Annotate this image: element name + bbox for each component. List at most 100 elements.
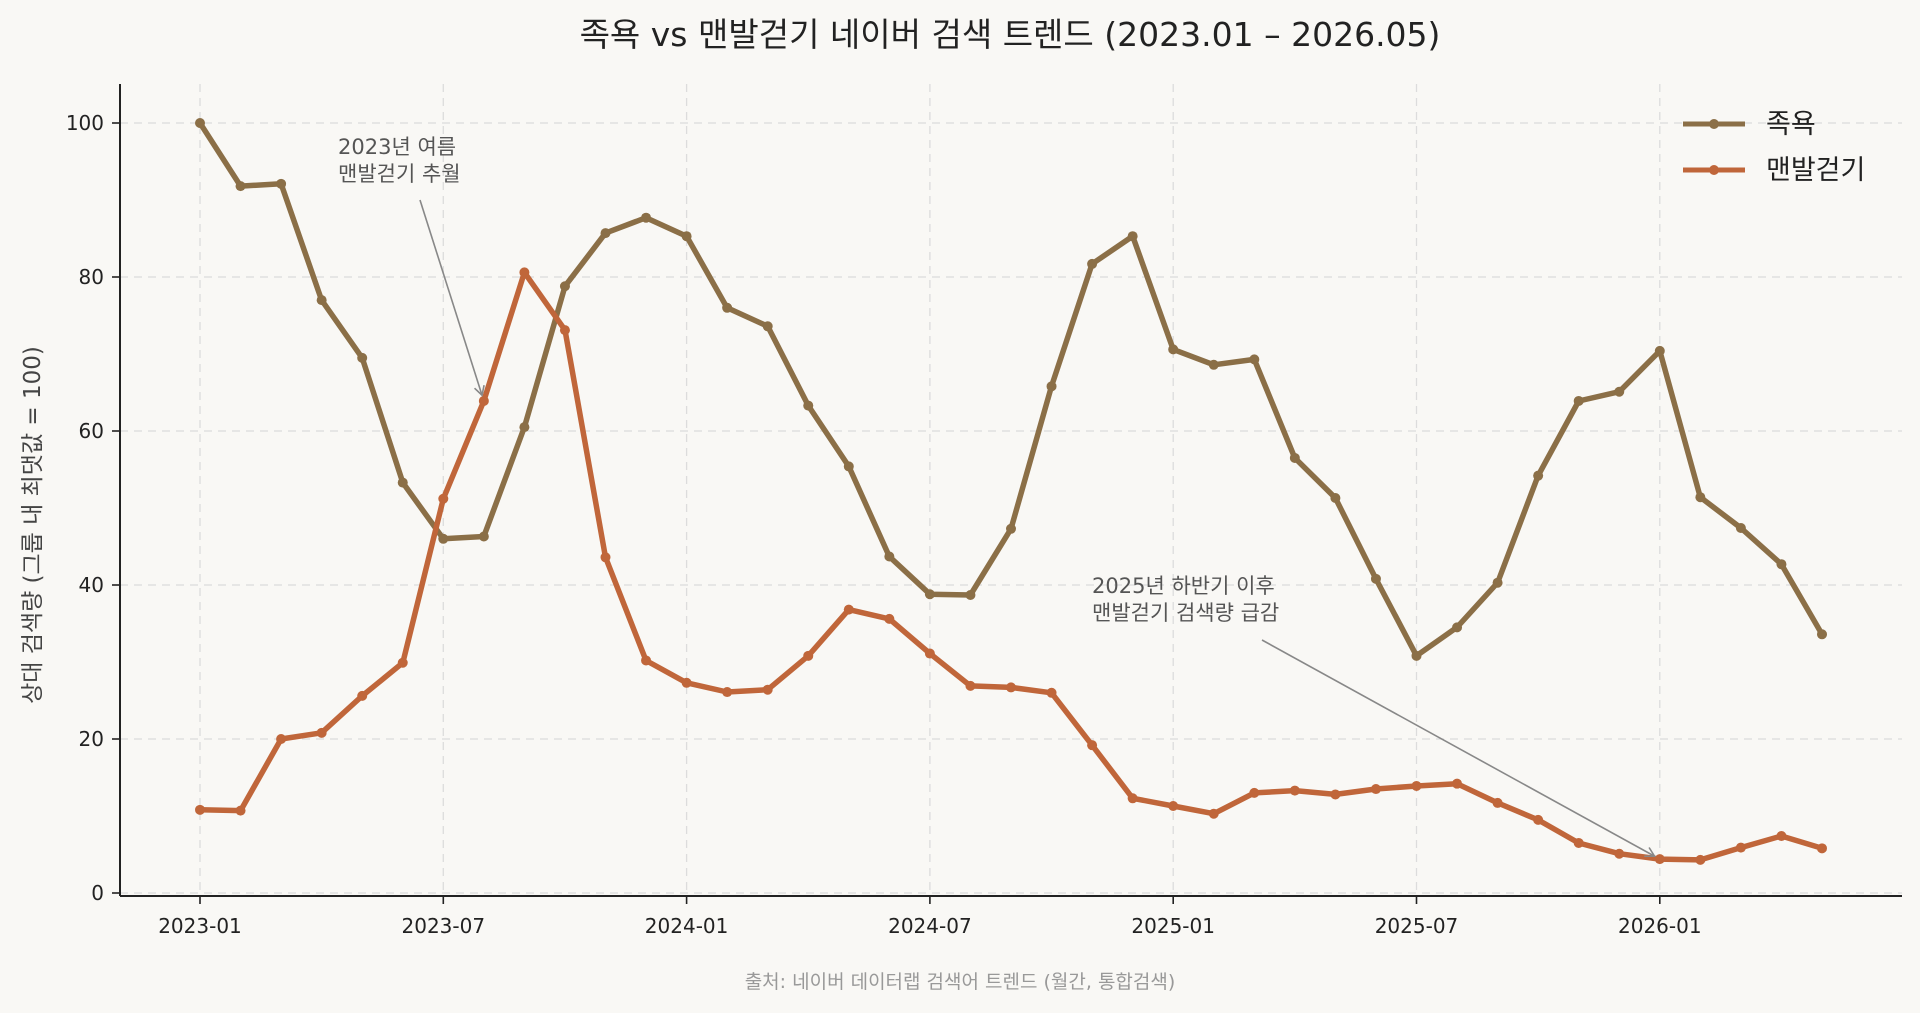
data-point-1-39 [1776, 831, 1787, 842]
data-point-0-34 [1573, 395, 1584, 406]
annotation-0-line-0: 2023년 여름 [338, 135, 456, 159]
data-point-1-40 [1817, 843, 1827, 854]
legend-marker-0 [1709, 119, 1719, 129]
data-point-1-25 [1208, 808, 1219, 819]
data-point-0-30 [1411, 650, 1422, 661]
data-point-1-18 [924, 648, 935, 659]
x-tick-label-5: 2025-07 [1375, 914, 1459, 938]
data-point-0-20 [1006, 523, 1016, 534]
data-point-1-23 [1127, 793, 1138, 804]
legend-item-0: 족욕 [1683, 109, 1816, 140]
data-point-1-10 [600, 552, 611, 563]
data-point-0-4 [357, 352, 368, 363]
data-point-0-25 [1208, 359, 1219, 370]
data-point-0-39 [1776, 559, 1787, 570]
data-point-1-20 [1006, 682, 1016, 693]
y-axis-label: 상대 검색량 (그룹 내 최댓값 = 100) [20, 346, 46, 704]
data-point-0-9 [559, 281, 570, 292]
data-point-0-1 [235, 181, 246, 192]
data-point-0-32 [1492, 577, 1503, 588]
data-point-1-32 [1492, 797, 1503, 808]
y-tick-label-2: 40 [79, 573, 104, 597]
data-point-1-2 [276, 734, 287, 744]
data-point-0-27 [1289, 452, 1300, 463]
annotation-1-line-1: 맨발걷기 검색량 급감 [1092, 601, 1279, 625]
legend-item-1: 맨발걷기 [1683, 155, 1865, 186]
data-point-1-7 [478, 395, 489, 406]
data-point-1-28 [1330, 789, 1341, 800]
data-point-1-15 [803, 650, 814, 661]
data-point-0-3 [316, 295, 327, 306]
legend-marker-1 [1709, 165, 1719, 175]
data-point-0-28 [1330, 492, 1341, 503]
source-note: 출처: 네이버 데이터랩 검색어 트렌드 (월간, 통합검색) [745, 971, 1176, 993]
data-point-0-16 [843, 461, 854, 472]
y-tick-label-0: 0 [91, 881, 104, 905]
data-point-1-4 [357, 690, 368, 701]
grid-lines [120, 84, 1902, 896]
data-point-0-8 [519, 422, 530, 433]
data-point-1-19 [965, 680, 976, 691]
series-layer [195, 118, 1827, 865]
data-point-0-14 [762, 321, 773, 332]
data-point-0-11 [641, 212, 652, 223]
data-point-0-17 [884, 551, 895, 562]
data-point-0-5 [397, 477, 408, 488]
data-point-0-6 [438, 533, 449, 544]
series-1 [195, 267, 1827, 865]
legend-label-1: 맨발걷기 [1766, 155, 1865, 186]
annotation-arrow-0 [419, 199, 485, 397]
chart-title: 족욕 vs 맨발걷기 네이버 검색 트렌드 (2023.01 – 2026.05… [580, 15, 1441, 54]
y-tick-label-1: 20 [79, 727, 104, 751]
data-point-1-35 [1614, 848, 1625, 859]
data-point-1-33 [1533, 814, 1544, 825]
data-point-1-22 [1087, 740, 1098, 751]
data-point-0-31 [1452, 622, 1463, 633]
data-point-1-14 [762, 684, 773, 695]
data-point-1-3 [316, 727, 327, 738]
data-point-0-24 [1168, 344, 1179, 355]
data-point-0-37 [1695, 492, 1706, 503]
y-tick-label-5: 100 [66, 111, 104, 135]
data-point-0-26 [1249, 354, 1260, 365]
data-point-1-11 [641, 655, 652, 666]
y-tick-label-3: 60 [79, 419, 104, 443]
legend-label-0: 족욕 [1766, 109, 1816, 140]
data-point-1-6 [438, 493, 449, 504]
data-point-1-37 [1695, 854, 1706, 865]
x-tick-label-1: 2023-07 [402, 914, 486, 938]
axes [119, 84, 1902, 897]
data-point-0-40 [1817, 629, 1827, 640]
data-point-1-0 [195, 804, 205, 815]
data-point-1-31 [1452, 778, 1463, 789]
data-point-0-15 [803, 400, 814, 411]
data-point-0-22 [1087, 258, 1098, 269]
data-point-1-12 [681, 677, 692, 688]
data-point-1-8 [519, 267, 530, 278]
data-point-0-13 [722, 302, 733, 313]
x-tick-label-3: 2024-07 [888, 914, 972, 938]
data-point-1-36 [1654, 854, 1665, 865]
data-point-0-23 [1127, 231, 1138, 242]
annotation-0-line-1: 맨발걷기 추월 [338, 162, 461, 186]
data-point-1-38 [1735, 842, 1746, 853]
data-point-0-12 [681, 231, 692, 242]
data-point-0-38 [1735, 523, 1746, 534]
data-point-1-17 [884, 613, 895, 624]
x-tick-label-6: 2026-01 [1618, 914, 1702, 938]
series-0 [195, 118, 1827, 661]
data-point-1-16 [843, 604, 854, 615]
data-point-1-9 [559, 325, 570, 336]
data-point-0-2 [276, 178, 287, 189]
data-point-1-26 [1249, 787, 1260, 798]
x-tick-label-2: 2024-01 [645, 914, 729, 938]
annotation-1-line-0: 2025년 하반기 이후 [1092, 574, 1275, 598]
x-tick-label-0: 2023-01 [158, 914, 242, 938]
data-point-0-0 [195, 118, 205, 128]
data-point-0-7 [478, 531, 489, 542]
data-point-1-21 [1046, 687, 1057, 698]
data-point-1-5 [397, 657, 408, 668]
